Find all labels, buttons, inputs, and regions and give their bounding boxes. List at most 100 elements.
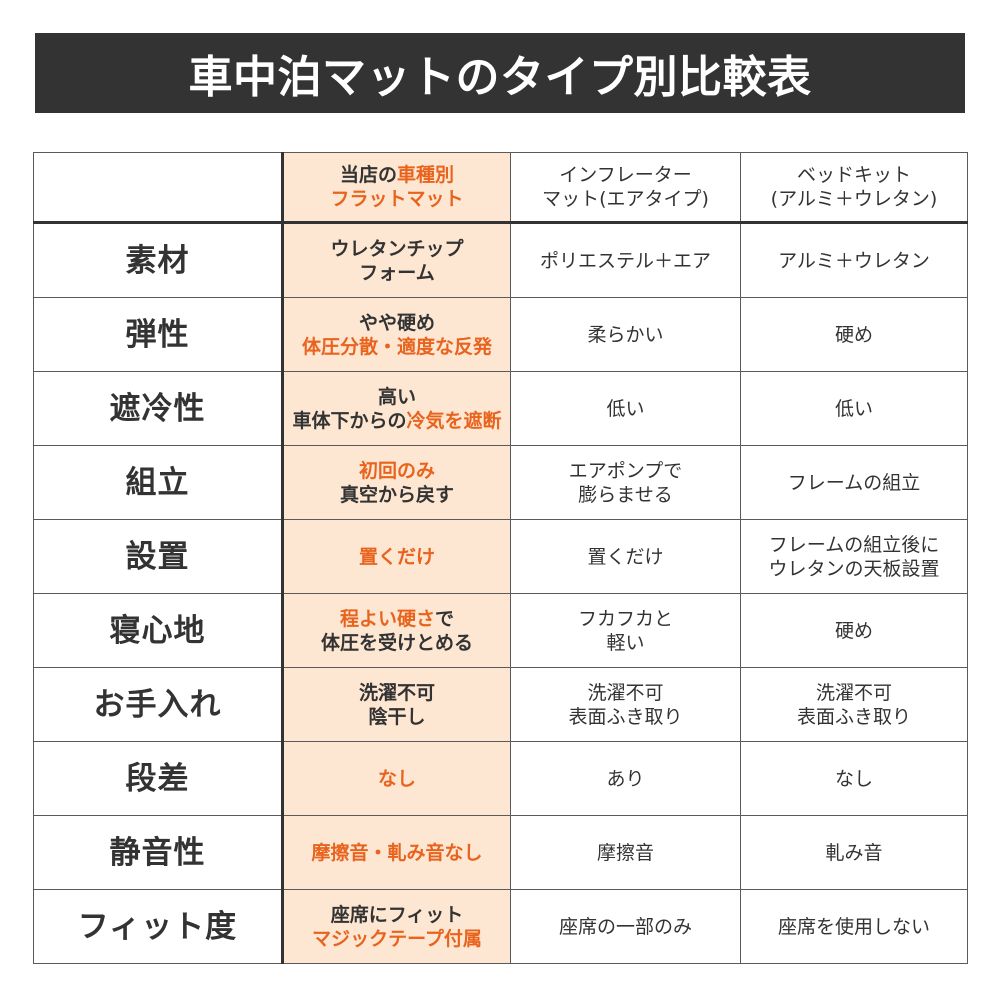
cell-inflator-mat: 低い	[510, 371, 741, 446]
cell-text: やや硬め	[358, 311, 435, 334]
cell-store-mat: 座席にフィット マジックテープ付属	[282, 889, 511, 964]
cell-bed-kit: 洗濯不可 表面ふき取り	[740, 667, 968, 742]
cell-text: インフレーター	[559, 164, 692, 186]
cell-bed-kit: なし	[740, 741, 968, 816]
table-row: 遮冷性 高い 車体下からの冷気を遮断 低い 低い	[33, 371, 968, 446]
cell-line: 程よい硬さで	[287, 607, 507, 631]
cell-text: 低い	[606, 397, 645, 420]
cell-text: 軽い	[606, 631, 645, 654]
row-label: 遮冷性	[33, 371, 284, 446]
cell-text: ウレタンチップ	[330, 237, 464, 260]
table-row: 素材 ウレタンチップ フォーム ポリエステル＋エア アルミ＋ウレタン	[33, 222, 968, 298]
cell-text: フレームの組立後に	[768, 533, 940, 556]
cell-inflator-mat: エアポンプで 膨らませる	[510, 445, 741, 520]
cell-store-mat: 高い 車体下からの冷気を遮断	[282, 371, 511, 446]
row-label: 設置	[33, 519, 284, 594]
cell-text: 表面ふき取り	[796, 705, 911, 728]
cell-inflator-mat: 座席の一部のみ	[510, 889, 741, 964]
cell-text: 硬め	[834, 619, 873, 642]
cell-inflator-mat: ポリエステル＋エア	[510, 222, 741, 298]
cell-store-mat: 置くだけ	[282, 519, 511, 594]
cell-text: 洗濯不可	[358, 681, 435, 704]
cell-text: 車体下からの	[292, 409, 407, 432]
emphasized-text: 初回のみ	[358, 459, 435, 482]
header-cell-store-mat: 当店の車種別 フラットマット	[282, 152, 511, 224]
row-label: 寝心地	[33, 593, 284, 668]
cell-text: 摩擦音	[596, 841, 654, 864]
cell-line: 車体下からの冷気を遮断	[287, 409, 507, 433]
cell-text: 座席にフィット	[330, 903, 464, 926]
cell-store-mat: やや硬め 体圧分散・適度な反発	[282, 297, 511, 372]
header-row: 当店の車種別 フラットマット インフレーター マット(エアタイプ) ベッドキット…	[33, 152, 968, 224]
header-cell-inflator-mat: インフレーター マット(エアタイプ)	[510, 152, 741, 224]
cell-text: 硬め	[834, 323, 873, 346]
row-label: 弾性	[33, 297, 284, 372]
page-title: 車中泊マットのタイプ別比較表	[188, 52, 812, 103]
table-row: 設置 置くだけ 置くだけ フレームの組立後に ウレタンの天板設置	[33, 519, 968, 594]
cell-bed-kit: 軋み音	[740, 815, 968, 890]
cell-text: 当店の	[339, 164, 397, 186]
cell-store-mat: 初回のみ 真空から戻す	[282, 445, 511, 520]
table-row: 弾性 やや硬め 体圧分散・適度な反発 柔らかい 硬め	[33, 297, 968, 372]
header-cell-bed-kit: ベッドキット (アルミ＋ウレタン)	[740, 152, 968, 224]
cell-text: 座席を使用しない	[777, 915, 930, 938]
cell-text: 低い	[834, 397, 873, 420]
cell-inflator-mat: 柔らかい	[510, 297, 741, 372]
cell-text: あり	[606, 767, 645, 790]
header-corner-cell	[33, 152, 284, 224]
cell-text: (アルミ＋ウレタン)	[770, 188, 938, 210]
cell-text: ポリエステル＋エア	[539, 249, 711, 272]
cell-text: 柔らかい	[587, 323, 664, 346]
cell-bed-kit: 低い	[740, 371, 968, 446]
cell-store-mat: 程よい硬さで 体圧を受けとめる	[282, 593, 511, 668]
cell-text: で	[435, 607, 455, 630]
emphasized-text: 車種別	[397, 164, 455, 186]
cell-text: なし	[834, 767, 873, 790]
cell-text: アルミ＋ウレタン	[778, 249, 930, 272]
cell-store-mat: なし	[282, 741, 511, 816]
cell-text: フォーム	[359, 261, 435, 284]
cell-text: エアポンプで	[568, 459, 683, 482]
cell-inflator-mat: 摩擦音	[510, 815, 741, 890]
emphasized-text: 体圧分散・適度な反発	[301, 335, 492, 358]
cell-store-mat: 摩擦音・軋み音なし	[282, 815, 511, 890]
cell-text: ベッドキット	[796, 164, 911, 186]
emphasized-text: 置くだけ	[358, 545, 435, 568]
cell-text: 高い	[377, 385, 416, 408]
cell-text: 表面ふき取り	[568, 705, 683, 728]
cell-bed-kit: アルミ＋ウレタン	[740, 222, 968, 298]
cell-inflator-mat: あり	[510, 741, 741, 816]
cell-text: 陰干し	[368, 705, 426, 728]
cell-store-mat: ウレタンチップ フォーム	[282, 222, 511, 298]
table-row: フィット度 座席にフィット マジックテープ付属 座席の一部のみ 座席を使用しない	[33, 889, 968, 964]
cell-text: 置くだけ	[587, 545, 664, 568]
cell-text: 洗濯不可	[587, 681, 664, 704]
row-label: 静音性	[33, 815, 284, 890]
cell-bed-kit: フレームの組立	[740, 445, 968, 520]
cell-bed-kit: 硬め	[740, 593, 968, 668]
table-row: 段差 なし あり なし	[33, 741, 968, 816]
cell-text: 座席の一部のみ	[558, 915, 692, 938]
row-label: 組立	[33, 445, 284, 520]
cell-bed-kit: フレームの組立後に ウレタンの天板設置	[740, 519, 968, 594]
cell-text: 軋み音	[825, 841, 883, 864]
cell-inflator-mat: 置くだけ	[510, 519, 741, 594]
cell-text: 体圧を受けとめる	[320, 631, 473, 654]
title-banner: 車中泊マットのタイプ別比較表	[35, 33, 965, 113]
cell-text: 膨らませる	[578, 483, 673, 506]
row-label: 段差	[33, 741, 284, 816]
cell-text: 真空から戻す	[339, 483, 454, 506]
cell-inflator-mat: フカフカと 軽い	[510, 593, 741, 668]
table-row: お手入れ 洗濯不可 陰干し 洗濯不可 表面ふき取り 洗濯不可 表面ふき取り	[33, 667, 968, 742]
cell-text: マット(エアタイプ)	[542, 188, 709, 210]
emphasized-text: フラットマット	[330, 188, 464, 210]
cell-line: 当店の車種別	[287, 163, 507, 187]
cell-text: 洗濯不可	[815, 681, 892, 704]
cell-bed-kit: 座席を使用しない	[740, 889, 968, 964]
emphasized-text: マジックテープ付属	[312, 927, 482, 950]
row-label: お手入れ	[33, 667, 284, 742]
cell-inflator-mat: 洗濯不可 表面ふき取り	[510, 667, 741, 742]
cell-text: フカフカと	[577, 607, 673, 630]
row-label: フィット度	[33, 889, 284, 964]
emphasized-text: なし	[377, 767, 416, 790]
